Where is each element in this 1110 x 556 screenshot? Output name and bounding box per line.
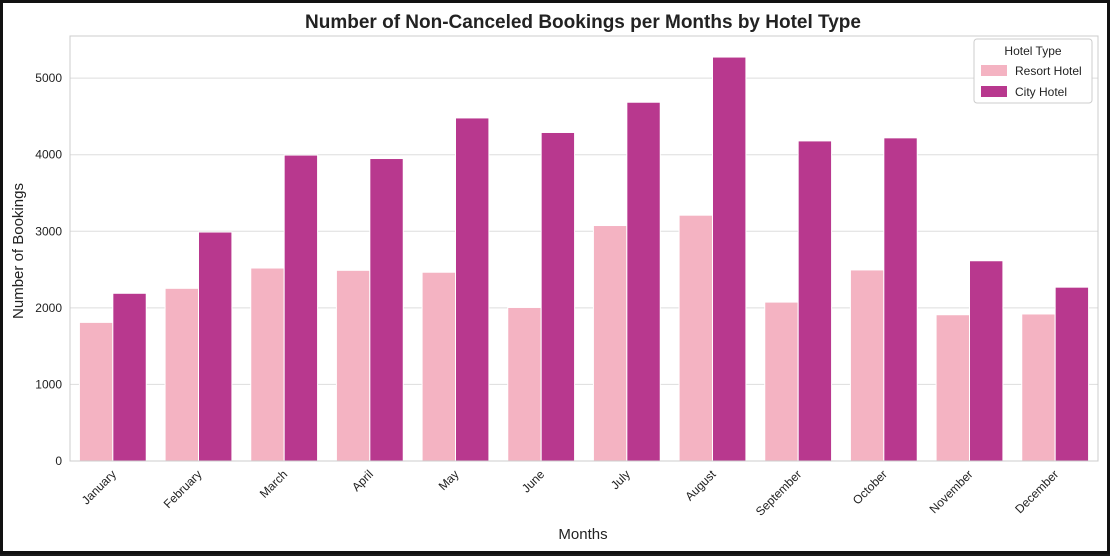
bar-resort-hotel [935,314,971,462]
legend-label: Resort Hotel [1015,64,1082,78]
bar-city-hotel [369,158,404,462]
bar-city-hotel [969,260,1004,462]
bar-city-hotel [198,231,233,462]
legend-title: Hotel Type [1004,44,1061,58]
bar-resort-hotel [592,225,628,462]
bar-city-hotel [626,101,661,462]
x-tick-label: August [682,467,719,504]
bar-resort-hotel [849,269,885,462]
bar-city-hotel [283,154,319,462]
bar-resort-hotel [678,214,714,462]
bar-city-hotel [1054,286,1090,462]
bar-city-hotel [540,131,576,462]
bar-resort-hotel [164,287,199,462]
x-tick-labels: January February March April May June July Augu… [79,467,1061,519]
x-tick-label: April [349,467,376,494]
x-tick-label: January [79,467,119,507]
y-tick-label: 2000 [35,301,62,315]
x-tick-label: May [436,467,462,493]
bar-resort-hotel [1021,313,1056,462]
x-tick-label: November [927,467,976,516]
y-tick-label: 3000 [35,224,62,238]
plot-border [69,35,1099,462]
bar-city-hotel [712,56,747,462]
bar-city-hotel [797,140,833,462]
legend-label: City Hotel [1015,85,1067,99]
bar-city-hotel [455,117,490,462]
legend-swatch [981,86,1007,97]
y-tick-label: 5000 [35,71,62,85]
x-tick-label: February [161,467,205,511]
bar-city-hotel [883,137,918,462]
x-tick-label: March [257,467,290,500]
x-tick-label: July [608,467,633,492]
y-tick-labels: 0 1000 2000 3000 4000 5000 [35,71,62,468]
x-tick-label: September [753,467,804,518]
bar-resort-hotel [421,271,456,462]
bar-resort-hotel [335,269,371,462]
y-tick-label: 0 [55,454,62,468]
x-tick-label: June [519,467,548,496]
bar-resort-hotel [78,321,114,462]
y-tick-label: 1000 [35,377,62,391]
bar-resort-hotel [507,306,542,462]
bar-chart: Number of Non-Canceled Bookings per Mont… [10,12,1099,543]
bar-resort-hotel [250,267,285,462]
bars [78,56,1090,462]
bar-city-hotel [112,292,147,462]
x-axis-label: Months [558,526,607,543]
x-tick-label: October [850,467,890,507]
y-tick-label: 4000 [35,148,62,162]
legend-swatch [981,65,1007,76]
legend: Hotel Type Resort Hotel City Hotel [973,38,1093,104]
y-axis-label: Number of Bookings [10,183,27,319]
bar-resort-hotel [764,301,799,462]
x-tick-label: December [1012,467,1061,516]
chart-title: Number of Non-Canceled Bookings per Mont… [305,12,861,33]
